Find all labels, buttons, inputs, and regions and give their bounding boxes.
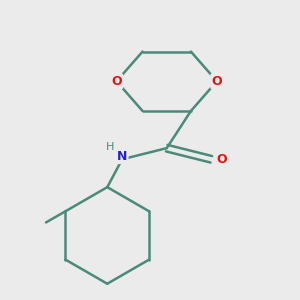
Text: O: O bbox=[111, 75, 122, 88]
Text: O: O bbox=[212, 75, 222, 88]
Text: H: H bbox=[106, 142, 114, 152]
Text: O: O bbox=[216, 153, 227, 166]
Text: N: N bbox=[117, 150, 127, 163]
